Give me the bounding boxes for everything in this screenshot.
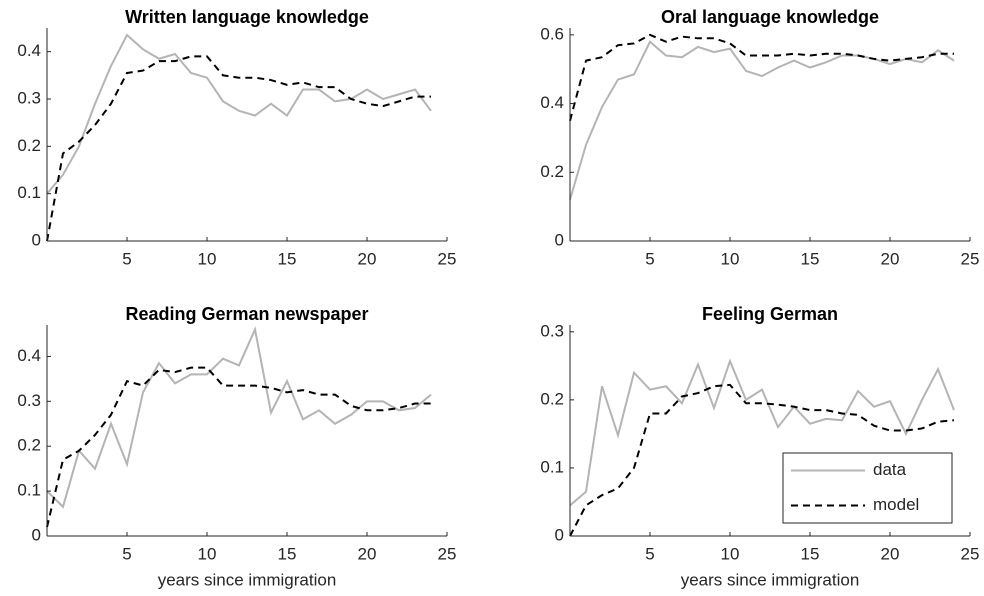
y-tick-label: 0 xyxy=(32,230,41,249)
legend-label: model xyxy=(873,495,919,514)
y-tick-label: 0 xyxy=(32,525,41,544)
y-tick-label: 0.2 xyxy=(540,162,564,181)
y-tick-label: 0.4 xyxy=(540,93,564,112)
data-line xyxy=(46,55,431,242)
y-tick-label: 0.2 xyxy=(17,436,41,455)
y-tick-label: 0.4 xyxy=(17,41,41,60)
x-tick-label: 15 xyxy=(801,544,820,563)
data-line xyxy=(46,326,432,509)
data-line xyxy=(569,383,955,537)
data-line xyxy=(46,33,432,195)
x-tick-label: 20 xyxy=(881,249,900,268)
subplot: Feeling German 0 0.1 0.2 0.3 5 10 15 20 25 years s… xyxy=(540,304,979,590)
x-tick-label: 25 xyxy=(961,544,980,563)
legend-label: data xyxy=(873,460,907,479)
subplot-title: Oral language knowledge xyxy=(661,7,879,27)
y-tick-label: 0.3 xyxy=(540,321,564,340)
x-tick-label: 10 xyxy=(721,249,740,268)
x-tick-label: 15 xyxy=(278,249,297,268)
y-tick-label: 0.2 xyxy=(17,136,41,155)
subplot: Oral language knowledge 0 0.2 0.4 0.6 5 10 15 20… xyxy=(540,7,979,269)
x-tick-label: 25 xyxy=(961,249,980,268)
subplot-title: Reading German newspaper xyxy=(125,304,368,324)
x-tick-label: 15 xyxy=(278,544,297,563)
data-line xyxy=(46,366,431,528)
x-tick-label: 5 xyxy=(645,249,654,268)
x-tick-label: 10 xyxy=(198,249,217,268)
x-tick-label: 10 xyxy=(198,544,217,563)
y-tick-label: 0.2 xyxy=(540,389,564,408)
subplot: Reading German newspaper 0 0.1 0.2 0.3 0.4 5 10… xyxy=(17,304,456,590)
data-line xyxy=(569,33,954,122)
subplot-title: Written language knowledge xyxy=(125,7,369,27)
x-tick-label: 20 xyxy=(358,544,377,563)
subplot-title: Feeling German xyxy=(702,304,838,324)
x-tick-label: 15 xyxy=(801,249,820,268)
y-tick-label: 0.3 xyxy=(17,391,41,410)
y-tick-label: 0.6 xyxy=(540,24,564,43)
data-line xyxy=(569,358,955,507)
y-tick-label: 0.1 xyxy=(540,457,564,476)
data-line xyxy=(569,40,955,201)
y-tick-label: 0 xyxy=(555,230,564,249)
legend-box xyxy=(782,452,953,524)
x-axis-label: years since immigration xyxy=(158,570,337,589)
x-tick-label: 10 xyxy=(721,544,740,563)
subplot: Written language knowledge 0 0.1 0.2 0.3 0.4 5… xyxy=(17,7,456,269)
x-tick-label: 20 xyxy=(881,544,900,563)
x-tick-label: 5 xyxy=(122,249,131,268)
x-tick-label: 25 xyxy=(438,544,457,563)
x-tick-label: 5 xyxy=(122,544,131,563)
x-tick-label: 20 xyxy=(358,249,377,268)
x-tick-label: 25 xyxy=(438,249,457,268)
x-axis-label: years since immigration xyxy=(681,570,860,589)
y-tick-label: 0.4 xyxy=(17,346,41,365)
legend: data model xyxy=(782,452,953,524)
y-tick-label: 0 xyxy=(555,525,564,544)
y-tick-label: 0.1 xyxy=(17,183,41,202)
y-tick-label: 0.3 xyxy=(17,88,41,107)
y-tick-label: 0.1 xyxy=(17,481,41,500)
x-tick-label: 5 xyxy=(645,544,654,563)
